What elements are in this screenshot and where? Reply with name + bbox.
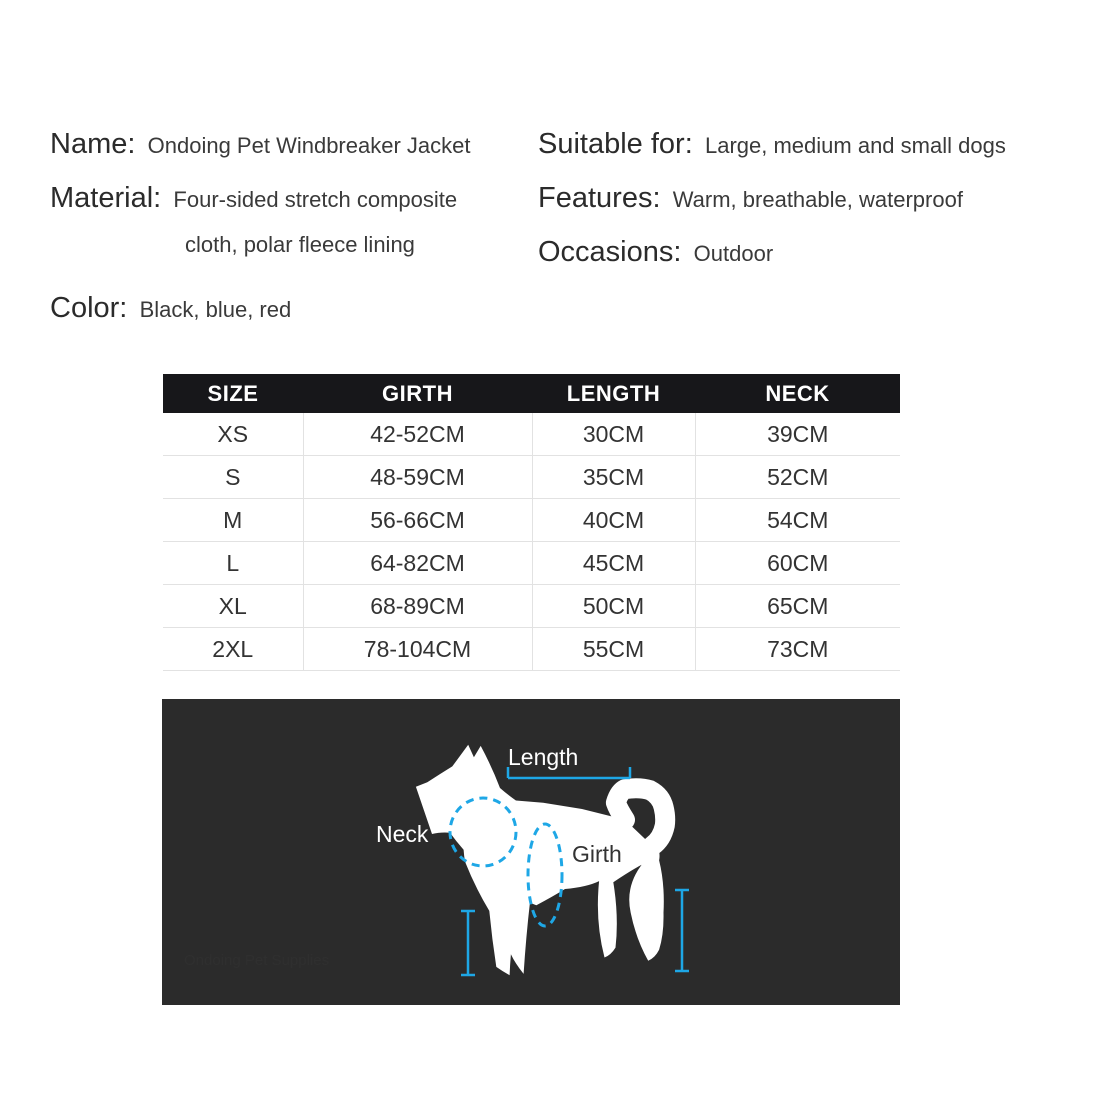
svg-text:Ondoing Pet Supplies: Ondoing Pet Supplies — [184, 952, 329, 969]
svg-text:Neck: Neck — [376, 821, 429, 847]
svg-text:Girth: Girth — [572, 841, 622, 867]
svg-text:Length: Length — [508, 744, 578, 770]
